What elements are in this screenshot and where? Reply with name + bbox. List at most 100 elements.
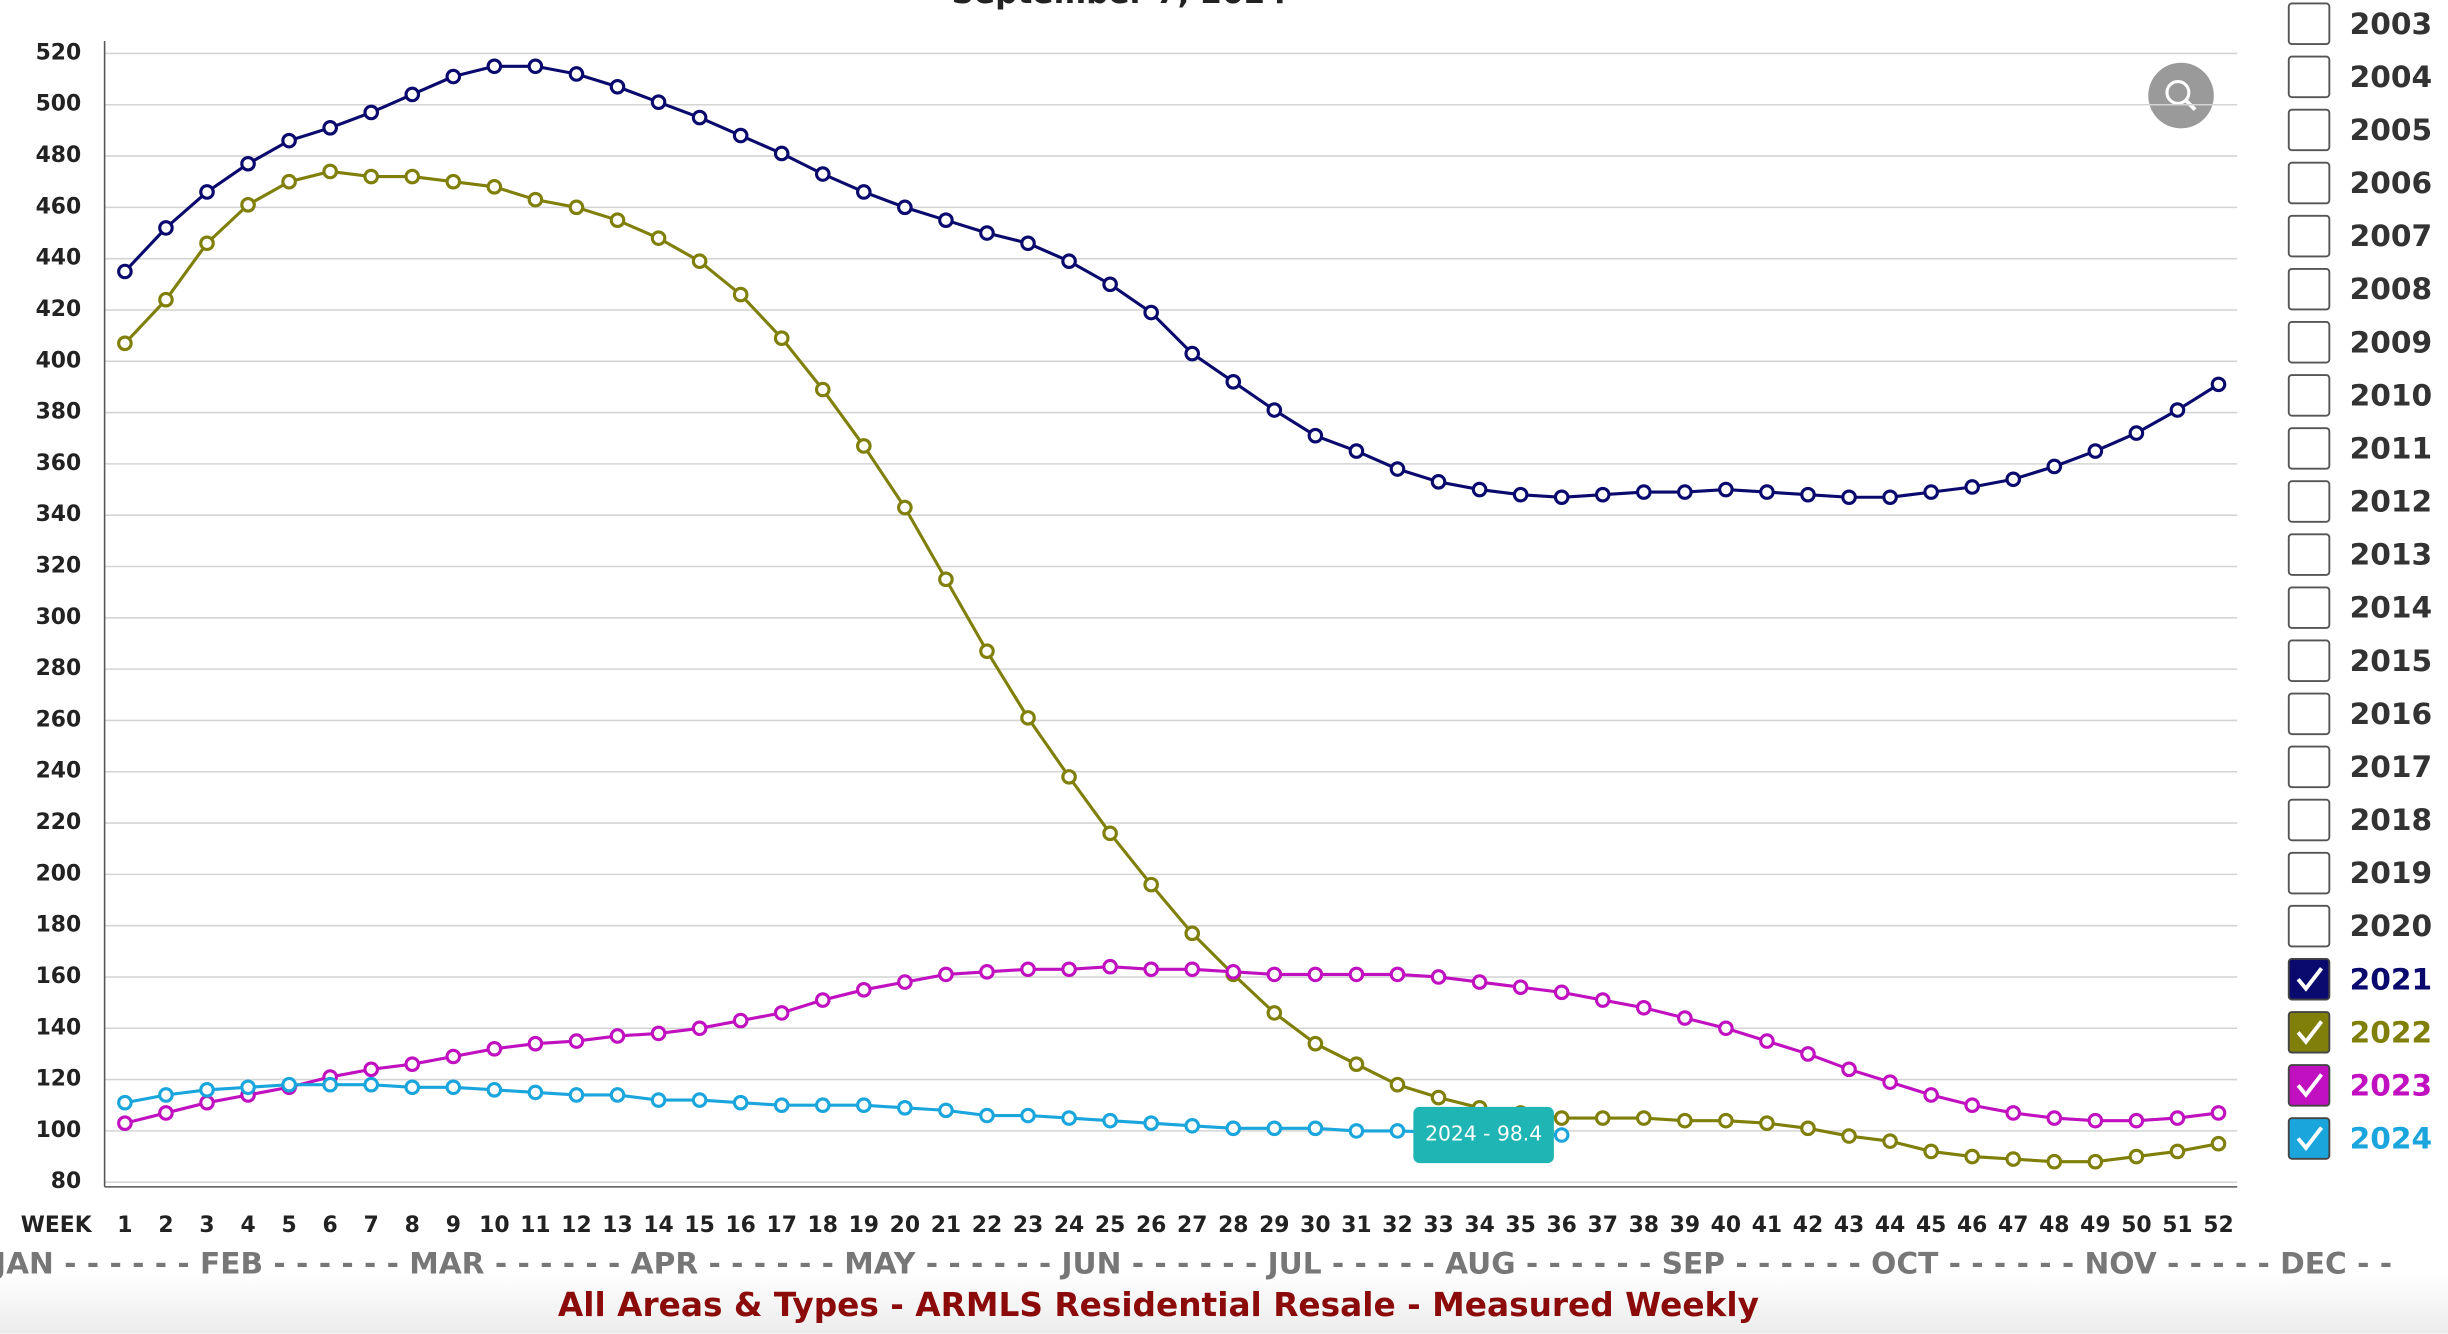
x-tick-label: 36 [1546, 1213, 1576, 1238]
legend-label[interactable]: 2003 [2350, 6, 2433, 41]
legend-checkbox[interactable] [2287, 745, 2331, 789]
data-point [1594, 1110, 1611, 1126]
month-row: - - JAN - - - - - - FEB - - - - - - MAR … [0, 1245, 2392, 1280]
data-point [1471, 481, 1488, 498]
data-point [445, 173, 462, 190]
legend-checkbox[interactable] [2287, 214, 2331, 258]
legend-checkbox[interactable] [2287, 798, 2331, 842]
legend-checkbox[interactable] [2287, 692, 2331, 736]
y-tick-label: 280 [36, 656, 82, 681]
legend-label[interactable]: 2020 [2350, 908, 2433, 943]
data-point [1307, 427, 1324, 444]
legend-item[interactable]: 2023 [2287, 1064, 2433, 1107]
legend-label[interactable]: 2013 [2350, 537, 2433, 572]
legend-item[interactable]: 2007 [2287, 214, 2433, 258]
data-point [2005, 1151, 2022, 1167]
legend-item[interactable]: 2016 [2287, 692, 2433, 736]
legend-checkbox[interactable] [2287, 427, 2331, 470]
data-point [1184, 1117, 1201, 1134]
legend-item[interactable]: 2004 [2287, 55, 2433, 99]
x-tick-label: 38 [1629, 1213, 1659, 1238]
legend-label[interactable]: 2016 [2350, 696, 2433, 731]
legend-item[interactable]: 2008 [2287, 267, 2433, 311]
legend-label[interactable]: 2004 [2350, 59, 2433, 94]
x-tick-label: 51 [2162, 1213, 2192, 1238]
data-point [1225, 374, 1242, 390]
data-point [1184, 925, 1201, 942]
legend-item[interactable]: 2010 [2287, 374, 2433, 417]
legend-label[interactable]: 2023 [2350, 1067, 2433, 1102]
legend-checkbox[interactable] [2287, 851, 2331, 895]
legend-label[interactable]: 2021 [2350, 961, 2433, 996]
zoom-circle[interactable] [2148, 62, 2214, 129]
legend-checkbox[interactable] [2287, 533, 2331, 576]
legend-label[interactable]: 2015 [2350, 643, 2433, 678]
legend-label[interactable]: 2005 [2350, 112, 2433, 147]
legend-item[interactable]: 2015 [2287, 639, 2433, 682]
legend-item[interactable]: 2014 [2287, 586, 2433, 629]
data-point [856, 1097, 872, 1114]
y-tick-label: 360 [36, 451, 82, 476]
legend-checkbox[interactable] [2287, 586, 2331, 629]
legend-checkbox[interactable] [2287, 480, 2331, 523]
legend-item[interactable]: 2003 [2287, 2, 2433, 46]
legend-item[interactable]: 2012 [2287, 480, 2433, 523]
legend-item[interactable]: 2021 [2287, 958, 2433, 1001]
legend-label[interactable]: 2019 [2350, 855, 2433, 890]
legend-item[interactable]: 2019 [2287, 851, 2433, 895]
legend-item[interactable]: 2009 [2287, 321, 2433, 364]
legend-label[interactable]: 2018 [2350, 802, 2433, 837]
legend-checkbox[interactable] [2287, 958, 2331, 1001]
y-tick-label: 240 [36, 759, 82, 784]
legend-label[interactable]: 2017 [2350, 749, 2433, 784]
data-point [1841, 1128, 1857, 1144]
legend-item[interactable]: 2006 [2287, 161, 2433, 205]
legend-checkbox[interactable] [2287, 321, 2331, 364]
data-point [1348, 443, 1365, 459]
legend-item[interactable]: 2017 [2287, 745, 2433, 789]
legend-checkbox[interactable] [2287, 108, 2331, 152]
x-tick-label: 45 [1916, 1213, 1946, 1238]
legend-label[interactable]: 2012 [2350, 484, 2433, 519]
legend-label[interactable]: 2009 [2350, 324, 2433, 359]
legend-checkbox[interactable] [2287, 1117, 2331, 1160]
x-tick-label: 33 [1423, 1213, 1453, 1238]
legend-label[interactable]: 2006 [2350, 165, 2433, 200]
legend-checkbox[interactable] [2287, 1011, 2331, 1054]
data-point [814, 1097, 831, 1114]
legend-item[interactable]: 2013 [2287, 533, 2433, 576]
legend-label[interactable]: 2014 [2350, 590, 2433, 625]
legend-item[interactable]: 2022 [2287, 1011, 2433, 1054]
data-point [732, 286, 749, 303]
footer-title: All Areas & Types - ARMLS Residential Re… [558, 1286, 1759, 1324]
legend-label[interactable]: 2024 [2350, 1121, 2433, 1156]
legend-item[interactable]: 2020 [2287, 904, 2433, 948]
legend-label[interactable]: 2011 [2350, 430, 2433, 465]
legend-checkbox[interactable] [2287, 267, 2331, 311]
zoom-button[interactable] [2148, 62, 2214, 129]
data-point [773, 330, 790, 347]
legend-checkbox[interactable] [2287, 639, 2331, 682]
legend-label[interactable]: 2022 [2350, 1014, 2433, 1049]
legend-checkbox[interactable] [2287, 904, 2331, 948]
legend-label[interactable]: 2010 [2350, 377, 2433, 412]
legend-checkbox[interactable] [2287, 161, 2331, 205]
legend-item[interactable]: 2018 [2287, 798, 2433, 842]
legend-label[interactable]: 2007 [2350, 218, 2433, 253]
legend-checkbox[interactable] [2287, 1064, 2331, 1107]
legend-item[interactable]: 2005 [2287, 108, 2433, 152]
x-axis-label: WEEK [21, 1213, 93, 1238]
data-point [240, 155, 256, 172]
legend-item[interactable]: 2011 [2287, 427, 2433, 470]
legend-checkbox[interactable] [2287, 2, 2331, 46]
data-point [1635, 484, 1652, 500]
data-point [2169, 402, 2186, 418]
data-point [1102, 1112, 1118, 1129]
legend-label[interactable]: 2008 [2350, 271, 2433, 306]
data-point [2128, 1148, 2145, 1165]
data-point [938, 212, 954, 228]
legend-checkbox[interactable] [2287, 374, 2331, 417]
legend-checkbox[interactable] [2287, 55, 2331, 99]
legend-item[interactable]: 2024 [2287, 1117, 2433, 1160]
